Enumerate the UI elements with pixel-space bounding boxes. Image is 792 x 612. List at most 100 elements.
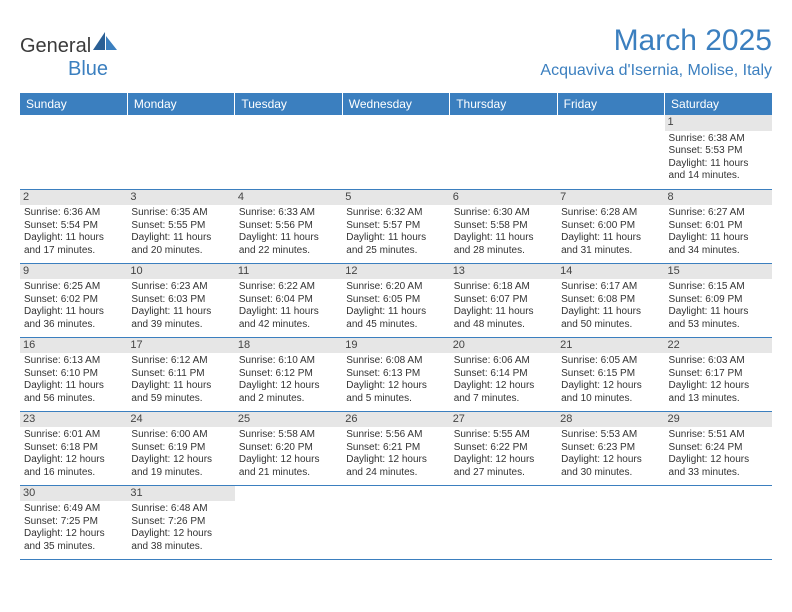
day-info-line: Daylight: 11 hours	[454, 232, 553, 245]
day-info-line: and 19 minutes.	[131, 467, 230, 480]
day-info-line: Daylight: 11 hours	[346, 232, 445, 245]
calendar-cell: 23Sunrise: 6:01 AMSunset: 6:18 PMDayligh…	[20, 411, 127, 485]
calendar-cell: 17Sunrise: 6:12 AMSunset: 6:11 PMDayligh…	[127, 337, 234, 411]
day-info-line: Sunset: 6:24 PM	[669, 442, 768, 455]
day-info-line: Sunrise: 6:12 AM	[131, 355, 230, 368]
calendar-cell: 19Sunrise: 6:08 AMSunset: 6:13 PMDayligh…	[342, 337, 449, 411]
day-number: 21	[557, 338, 664, 354]
day-number: 8	[665, 190, 772, 206]
day-info-line: Sunrise: 6:17 AM	[561, 281, 660, 294]
calendar-week-row: 16Sunrise: 6:13 AMSunset: 6:10 PMDayligh…	[20, 337, 772, 411]
logo-general: General	[20, 35, 91, 57]
calendar-cell: 20Sunrise: 6:06 AMSunset: 6:14 PMDayligh…	[450, 337, 557, 411]
weekday-sunday: Sunday	[20, 93, 127, 115]
day-info-line: Sunset: 7:25 PM	[24, 516, 123, 529]
calendar-cell: 31Sunrise: 6:48 AMSunset: 7:26 PMDayligh…	[127, 485, 234, 559]
day-info-line: Sunrise: 6:18 AM	[454, 281, 553, 294]
day-number: 28	[557, 412, 664, 428]
calendar-cell: 14Sunrise: 6:17 AMSunset: 6:08 PMDayligh…	[557, 263, 664, 337]
day-info-line: Sunset: 6:13 PM	[346, 368, 445, 381]
calendar-cell: 27Sunrise: 5:55 AMSunset: 6:22 PMDayligh…	[450, 411, 557, 485]
day-info-line: Sunset: 6:12 PM	[239, 368, 338, 381]
day-info-line: Sunrise: 6:15 AM	[669, 281, 768, 294]
day-info-line: Sunset: 6:01 PM	[669, 220, 768, 233]
day-info-line: Sunset: 6:19 PM	[131, 442, 230, 455]
weekday-wednesday: Wednesday	[342, 93, 449, 115]
day-number: 19	[342, 338, 449, 354]
day-number: 1	[665, 115, 772, 131]
day-number: 22	[665, 338, 772, 354]
calendar-cell: 10Sunrise: 6:23 AMSunset: 6:03 PMDayligh…	[127, 263, 234, 337]
day-info-line: Sunset: 6:05 PM	[346, 294, 445, 307]
day-info-line: Sunset: 6:03 PM	[131, 294, 230, 307]
day-info-line: and 17 minutes.	[24, 245, 123, 258]
day-info-line: Daylight: 12 hours	[346, 380, 445, 393]
calendar-cell	[20, 115, 127, 189]
calendar-cell	[557, 485, 664, 559]
calendar-cell: 5Sunrise: 6:32 AMSunset: 5:57 PMDaylight…	[342, 189, 449, 263]
day-info-line: Sunrise: 5:58 AM	[239, 429, 338, 442]
day-info-line: and 59 minutes.	[131, 393, 230, 406]
day-info-line: and 42 minutes.	[239, 319, 338, 332]
calendar-cell	[127, 115, 234, 189]
day-info-line: Sunset: 6:17 PM	[669, 368, 768, 381]
day-number: 25	[235, 412, 342, 428]
day-info-line: Daylight: 11 hours	[561, 232, 660, 245]
day-info-line: Sunrise: 6:00 AM	[131, 429, 230, 442]
day-info-line: and 25 minutes.	[346, 245, 445, 258]
day-number: 5	[342, 190, 449, 206]
day-info-line: Sunrise: 6:03 AM	[669, 355, 768, 368]
day-number: 16	[20, 338, 127, 354]
day-info-line: Sunset: 5:58 PM	[454, 220, 553, 233]
day-number: 7	[557, 190, 664, 206]
day-info-line: Sunset: 6:21 PM	[346, 442, 445, 455]
day-info-line: Daylight: 11 hours	[669, 158, 768, 171]
day-number: 14	[557, 264, 664, 280]
day-info-line: and 13 minutes.	[669, 393, 768, 406]
day-info-line: and 20 minutes.	[131, 245, 230, 258]
calendar-cell	[235, 115, 342, 189]
day-number: 12	[342, 264, 449, 280]
weekday-friday: Friday	[557, 93, 664, 115]
calendar-week-row: 1Sunrise: 6:38 AMSunset: 5:53 PMDaylight…	[20, 115, 772, 189]
calendar-cell	[235, 485, 342, 559]
day-info-line: Sunset: 6:20 PM	[239, 442, 338, 455]
calendar-cell: 21Sunrise: 6:05 AMSunset: 6:15 PMDayligh…	[557, 337, 664, 411]
day-info-line: Daylight: 12 hours	[561, 454, 660, 467]
calendar-cell	[665, 485, 772, 559]
day-info-line: Sunset: 5:56 PM	[239, 220, 338, 233]
day-info-line: Sunset: 5:57 PM	[346, 220, 445, 233]
day-info-line: Daylight: 12 hours	[669, 380, 768, 393]
logo: GeneralBlue	[20, 24, 119, 81]
day-info-line: Sunrise: 6:28 AM	[561, 207, 660, 220]
day-info-line: and 48 minutes.	[454, 319, 553, 332]
day-info-line: and 45 minutes.	[346, 319, 445, 332]
day-info-line: Sunrise: 6:49 AM	[24, 503, 123, 516]
day-info-line: Daylight: 12 hours	[239, 380, 338, 393]
day-info-line: Sunrise: 6:25 AM	[24, 281, 123, 294]
day-info-line: Sunset: 6:11 PM	[131, 368, 230, 381]
calendar-cell: 24Sunrise: 6:00 AMSunset: 6:19 PMDayligh…	[127, 411, 234, 485]
day-info-line: Sunrise: 6:35 AM	[131, 207, 230, 220]
day-info-line: Sunrise: 6:01 AM	[24, 429, 123, 442]
calendar-cell: 22Sunrise: 6:03 AMSunset: 6:17 PMDayligh…	[665, 337, 772, 411]
day-info-line: and 27 minutes.	[454, 467, 553, 480]
day-info-line: and 34 minutes.	[669, 245, 768, 258]
day-number: 6	[450, 190, 557, 206]
day-info-line: and 36 minutes.	[24, 319, 123, 332]
day-info-line: Sunrise: 5:53 AM	[561, 429, 660, 442]
day-info-line: Sunrise: 5:51 AM	[669, 429, 768, 442]
calendar-week-row: 2Sunrise: 6:36 AMSunset: 5:54 PMDaylight…	[20, 189, 772, 263]
calendar-cell: 7Sunrise: 6:28 AMSunset: 6:00 PMDaylight…	[557, 189, 664, 263]
day-info-line: Daylight: 11 hours	[454, 306, 553, 319]
day-info-line: Sunrise: 6:36 AM	[24, 207, 123, 220]
location: Acquaviva d'Isernia, Molise, Italy	[540, 62, 772, 80]
calendar-cell: 25Sunrise: 5:58 AMSunset: 6:20 PMDayligh…	[235, 411, 342, 485]
day-info-line: Sunrise: 6:22 AM	[239, 281, 338, 294]
day-info-line: Sunset: 6:14 PM	[454, 368, 553, 381]
day-number: 31	[127, 486, 234, 502]
day-number: 2	[20, 190, 127, 206]
day-info-line: Sunset: 6:09 PM	[669, 294, 768, 307]
logo-sail-icon	[91, 30, 119, 52]
day-info-line: Sunset: 5:55 PM	[131, 220, 230, 233]
